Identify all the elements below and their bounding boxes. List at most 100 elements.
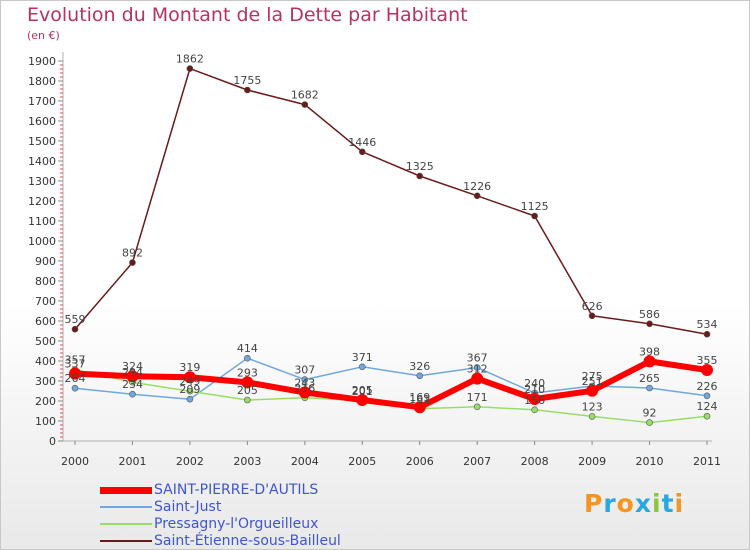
proxiti-logo: Proxiti <box>584 489 684 518</box>
data-label: 357 <box>65 354 86 367</box>
logo-letter: r <box>603 489 617 518</box>
x-tick-label: 2001 <box>118 455 146 468</box>
logo-letter: i <box>652 489 662 518</box>
legend-label: SAINT-PIERRE-D'AUTILS <box>154 482 319 498</box>
legend-swatch <box>100 487 152 494</box>
data-label: 171 <box>467 391 488 404</box>
data-point <box>356 394 369 406</box>
data-point <box>531 212 538 220</box>
data-point <box>586 384 599 397</box>
x-tick-label: 2000 <box>61 455 89 468</box>
data-label: 367 <box>467 352 488 365</box>
y-tick-label: 1000 <box>28 235 56 248</box>
data-point <box>186 65 194 72</box>
data-label: 240 <box>524 377 545 390</box>
data-label: 1325 <box>406 160 434 173</box>
data-point <box>703 330 711 338</box>
data-label: 265 <box>639 372 660 385</box>
data-point <box>528 393 541 405</box>
logo-letter: x <box>634 489 652 518</box>
data-point <box>71 384 79 392</box>
data-point <box>588 312 596 320</box>
data-label: 892 <box>122 247 143 260</box>
y-tick-label: 800 <box>35 275 56 288</box>
data-point <box>473 364 481 371</box>
data-point <box>473 403 481 411</box>
x-tick-label: 2008 <box>521 455 549 468</box>
x-tick-label: 2005 <box>348 455 376 468</box>
data-label: 92 <box>643 407 657 420</box>
y-tick-label: 500 <box>35 335 56 348</box>
data-point <box>71 325 79 333</box>
data-label: 243 <box>294 376 315 389</box>
data-label: 1862 <box>176 53 204 66</box>
data-point <box>703 412 711 420</box>
logo-letter: t <box>661 489 675 518</box>
legend-swatch <box>100 523 152 525</box>
data-point <box>186 395 194 403</box>
data-label: 326 <box>409 360 430 373</box>
legend-label: Pressagny-l'Orgueilleux <box>154 516 319 532</box>
data-point <box>701 364 713 376</box>
data-point <box>301 376 309 383</box>
y-tick-label: 1100 <box>28 215 56 228</box>
data-point <box>244 354 251 362</box>
data-point <box>241 376 254 389</box>
y-tick-label: 700 <box>35 295 56 308</box>
data-label: 123 <box>582 400 603 413</box>
data-point <box>186 387 194 395</box>
x-tick-label: 2007 <box>463 455 491 468</box>
y-tick-label: 300 <box>35 375 56 388</box>
data-point <box>416 372 424 380</box>
data-label: 234 <box>122 378 143 391</box>
data-label: 226 <box>697 380 718 393</box>
data-label: 312 <box>467 363 488 376</box>
data-label: 559 <box>65 313 86 326</box>
logo-letter: o <box>616 489 635 518</box>
x-tick-label: 2006 <box>406 455 434 468</box>
data-point <box>126 370 139 383</box>
y-tick-label: 0 <box>49 435 56 448</box>
data-label: 264 <box>65 372 86 385</box>
legend-swatch <box>100 506 152 508</box>
data-label: 414 <box>237 342 258 355</box>
data-label: 251 <box>582 375 603 388</box>
data-label: 337 <box>65 358 86 371</box>
y-tick-label: 600 <box>35 315 56 328</box>
chart-unit: (en €) <box>27 29 60 42</box>
data-point <box>531 406 538 414</box>
data-point <box>244 86 251 94</box>
y-tick-label: 1600 <box>28 115 56 128</box>
data-label: 398 <box>639 345 660 358</box>
data-label: 1125 <box>521 200 549 213</box>
x-tick-label: 2003 <box>233 455 261 468</box>
data-label: 169 <box>409 391 430 404</box>
y-tick-label: 1900 <box>28 55 56 68</box>
data-label: 307 <box>294 364 315 377</box>
data-point <box>129 390 136 398</box>
x-tick-label: 2010 <box>636 455 664 468</box>
data-label: 124 <box>697 400 718 413</box>
legend-label: Saint-Étienne-sous-Bailleul <box>154 533 341 549</box>
data-label: 210 <box>524 383 545 396</box>
data-label: 324 <box>122 360 143 373</box>
data-point <box>473 192 481 200</box>
data-point <box>643 355 656 368</box>
chart-title: Evolution du Montant de la Dette par Hab… <box>27 4 468 26</box>
data-label: 209 <box>179 383 200 396</box>
data-point <box>298 386 311 399</box>
y-tick-label: 1800 <box>28 75 56 88</box>
data-label: 205 <box>352 384 373 397</box>
data-point <box>646 419 653 426</box>
data-label: 294 <box>122 366 143 379</box>
chart-svg: 0 100 200 300 400 500 600 700 800 900 1000 1100 1200… <box>28 52 721 468</box>
data-point <box>244 396 251 404</box>
x-tick-label: 2011 <box>693 455 721 468</box>
data-point <box>646 384 653 392</box>
data-label: 626 <box>582 300 603 313</box>
y-tick-label: 400 <box>35 355 56 368</box>
x-tick-label: 2004 <box>291 455 319 468</box>
data-label: 275 <box>582 370 603 383</box>
legend-label: Saint-Just <box>154 499 222 515</box>
